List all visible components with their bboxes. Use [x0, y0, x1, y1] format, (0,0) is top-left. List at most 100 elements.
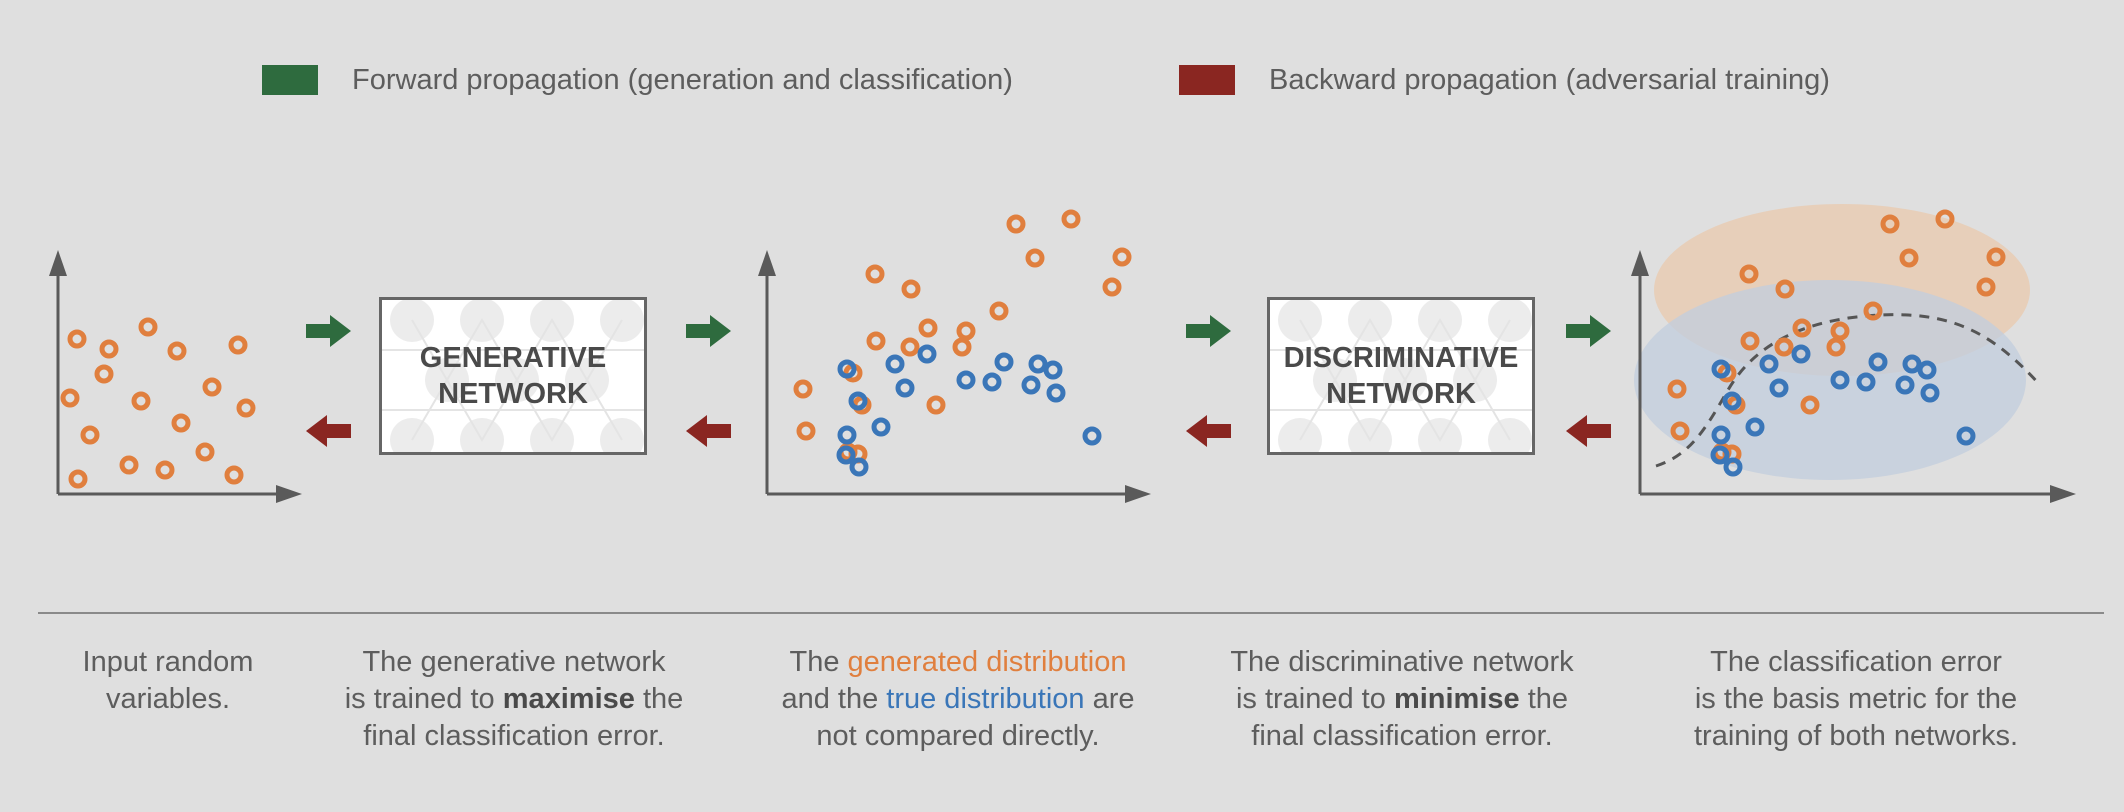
network-pattern-icon: [1270, 300, 1532, 452]
true-point: [956, 370, 976, 390]
input-plot-x-axis: [58, 485, 302, 503]
generated-point: [80, 425, 100, 445]
input-points: [60, 317, 256, 489]
true-point: [837, 359, 857, 379]
caption-discriminative-line3: final classification error.: [1251, 720, 1553, 752]
true-point: [1722, 391, 1742, 411]
generated-point: [1976, 277, 1996, 297]
forward-arrow-3: [1186, 315, 1231, 347]
generated-point: [1986, 247, 2006, 267]
caption-generative-line3: final classification error.: [363, 720, 665, 752]
true-point: [1046, 383, 1066, 403]
caption-generative-emphasis: maximise: [502, 683, 635, 715]
generated-point: [131, 391, 151, 411]
true-point: [1711, 425, 1731, 445]
true-point: [1043, 360, 1063, 380]
generated-point: [224, 465, 244, 485]
generated-point: [918, 318, 938, 338]
generated-point: [926, 395, 946, 415]
true-point: [1956, 426, 1976, 446]
generated-point: [195, 442, 215, 462]
discriminative-label-line2: NETWORK: [1326, 378, 1476, 410]
generated-point: [202, 377, 222, 397]
generated-point: [94, 364, 114, 384]
generated-point: [952, 337, 972, 357]
generated-point: [155, 460, 175, 480]
input-plot: [49, 250, 302, 503]
generated-point: [1880, 214, 1900, 234]
true-point: [1028, 354, 1048, 374]
legend-forward-label: Forward propagation (generation and clas…: [352, 63, 1013, 96]
legend-backward: Backward propagation (adversarial traini…: [1179, 60, 1830, 100]
forward-arrow-2: [686, 315, 731, 347]
generated-point: [866, 331, 886, 351]
true-point: [1021, 375, 1041, 395]
generated-distribution-text: generated distribution: [847, 646, 1127, 678]
generated-point: [171, 413, 191, 433]
generated-point: [138, 317, 158, 337]
caption-discriminative-emphasis: minimise: [1393, 683, 1520, 715]
caption-discriminative-line1: The discriminative network: [1230, 646, 1574, 678]
discriminative-label-line1: DISCRIMINATIVE: [1283, 342, 1519, 374]
generated-point: [956, 321, 976, 341]
generated-point: [228, 335, 248, 355]
true-point: [1902, 354, 1922, 374]
generated-points: [793, 209, 1132, 464]
generated-point: [1112, 247, 1132, 267]
legend-forward: Forward propagation (generation and clas…: [262, 60, 1013, 100]
caption-input-line1: Input random: [82, 646, 254, 678]
true-point: [1920, 383, 1940, 403]
generated-point: [1740, 331, 1760, 351]
generated-point: [167, 341, 187, 361]
true-point: [1711, 359, 1731, 379]
green-swatch-icon: [262, 65, 318, 95]
caption-distribution: The generated distribution and the true …: [742, 644, 1174, 755]
generated-point: [1670, 421, 1690, 441]
true-point: [1791, 344, 1811, 364]
true-points: [836, 344, 1102, 477]
generated-point: [60, 388, 80, 408]
true-point: [1769, 378, 1789, 398]
true-point: [1723, 457, 1743, 477]
forward-arrow-1: [306, 315, 351, 347]
generated-point: [1025, 248, 1045, 268]
true-point: [1917, 360, 1937, 380]
generated-point: [1830, 321, 1850, 341]
caption-error: The classification error is the basis me…: [1656, 644, 2056, 755]
true-point: [1759, 354, 1779, 374]
true-point: [895, 378, 915, 398]
caption-generative-line2: is trained to maximise the: [344, 683, 684, 715]
generated-point: [1899, 248, 1919, 268]
divider: [38, 612, 2104, 614]
caption-error-line2: is the basis metric for the: [1694, 683, 2018, 715]
generative-network-box: GENERATIVE NETWORK: [379, 297, 647, 455]
caption-discriminative: The discriminative network is trained to…: [1202, 644, 1602, 755]
true-point: [885, 354, 905, 374]
true-point: [848, 391, 868, 411]
true-point: [871, 417, 891, 437]
classified-true-points: [1710, 344, 1976, 477]
true-point: [1710, 445, 1730, 465]
generated-point: [796, 421, 816, 441]
generated-point: [1863, 301, 1883, 321]
generated-point: [1739, 264, 1759, 284]
input-plot-y-axis: [49, 250, 67, 494]
backward-arrow-1: [306, 415, 351, 447]
caption-distribution-line3: not compared directly.: [816, 720, 1100, 752]
classification-plot: [1631, 204, 2076, 503]
generated-point: [793, 379, 813, 399]
discriminative-network-box: DISCRIMINATIVE NETWORK: [1267, 297, 1535, 455]
true-point: [1868, 352, 1888, 372]
distribution-plot-x-axis: [767, 485, 1151, 503]
caption-distribution-line1: The generated distribution: [789, 646, 1127, 678]
generated-point: [1006, 214, 1026, 234]
caption-generative-line1: The generative network: [362, 646, 666, 678]
backward-arrow-4: [1566, 415, 1611, 447]
true-point: [994, 352, 1014, 372]
generated-point: [1775, 279, 1795, 299]
true-point: [1082, 426, 1102, 446]
caption-distribution-line2: and the true distribution are: [781, 683, 1135, 715]
caption-error-line3: training of both networks.: [1693, 720, 2018, 752]
generative-label-line1: GENERATIVE: [419, 342, 607, 374]
generated-point: [1800, 395, 1820, 415]
